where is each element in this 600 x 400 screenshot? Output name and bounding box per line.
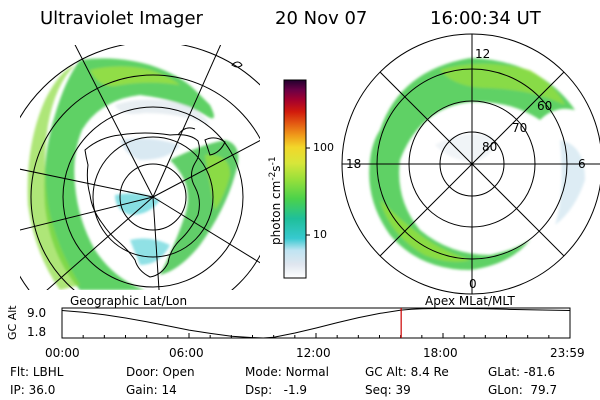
time-label: 16:00:34 UT [430, 8, 541, 29]
gcalt-info: GC Alt: 8.4 Re [365, 365, 449, 379]
magnetic-polar-plot [341, 33, 600, 295]
xtick-0000: 00:00 [45, 346, 80, 360]
mlat-70-label: 70 [512, 121, 528, 135]
latitude-circles [20, 45, 260, 290]
longitude-lines [20, 45, 260, 290]
glat-info: GLat: -81.6 [488, 365, 555, 379]
xtick-1800: 18:00 [423, 346, 458, 360]
geographic-map [20, 45, 260, 290]
date-label: 20 Nov 07 [275, 8, 368, 29]
xtick-1200: 12:00 [296, 346, 331, 360]
door-info: Door: Open [126, 365, 195, 379]
colorbar-tick-10: 10 [313, 228, 327, 241]
dsp-info: Dsp: -1.9 [245, 383, 308, 397]
colorbar-tick-100: 100 [313, 141, 334, 154]
mlt-lines [342, 34, 600, 294]
glon-info: GLon: 79.7 [488, 383, 558, 397]
instrument-title: Ultraviolet Imager [40, 8, 203, 29]
mlt-noon-label: 12 [475, 47, 491, 61]
timeline-ytick-bottom: 1.8 [27, 325, 47, 339]
altitude-timeline [61, 307, 571, 339]
gain-info: Gain: 14 [126, 383, 177, 397]
mlt-dawn-label: 6 [578, 157, 586, 171]
filter-info: Flt: LBHL [10, 365, 64, 379]
mlt-midnight-label: 0 [469, 277, 477, 291]
colorbar [283, 79, 310, 279]
xtick-0600: 06:00 [169, 346, 204, 360]
xtick-2359: 23:59 [550, 346, 585, 360]
ip-info: IP: 36.0 [10, 383, 56, 397]
timeline-right-label: Apex MLat/MLT [425, 294, 515, 308]
altitude-line [61, 307, 571, 339]
timeline-ticks [61, 333, 571, 338]
mlat-60-label: 60 [537, 99, 553, 113]
aurora-emission [27, 58, 239, 290]
seq-info: Seq: 39 [365, 383, 411, 397]
colorbar-unit-label: photon cm-2s-1 [268, 156, 283, 245]
mlt-dusk-label: 18 [346, 157, 362, 171]
aurora-oval [369, 58, 585, 270]
mode-info: Mode: Normal [245, 365, 329, 379]
timeline-left-label: Geographic Lat/Lon [70, 294, 188, 308]
mlat-80-label: 80 [482, 140, 498, 154]
timeline-ytick-top: 9.0 [27, 306, 47, 320]
